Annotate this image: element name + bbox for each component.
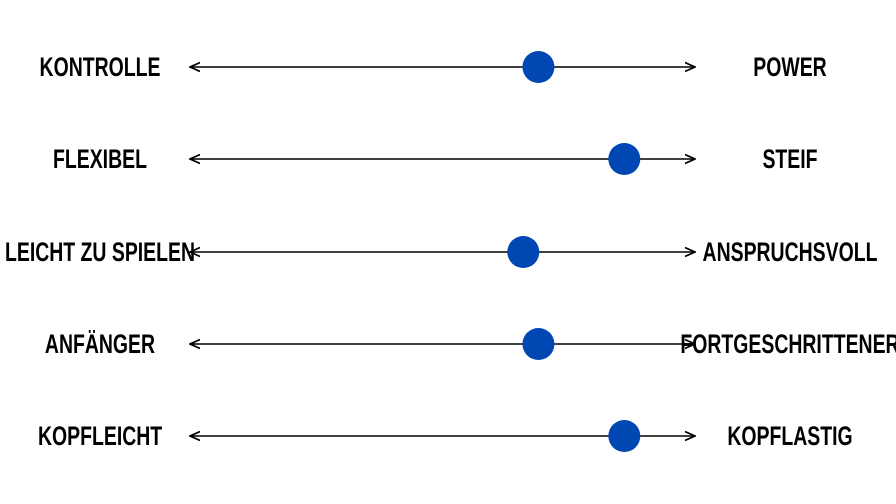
right-label: STEIF <box>762 144 817 174</box>
left-label: LEICHT ZU SPIELEN <box>5 237 195 267</box>
left-label: KOPFLEICHT <box>38 421 163 451</box>
slider-dot <box>608 143 641 175</box>
slider-dot <box>522 328 555 360</box>
slider-dot <box>507 236 540 268</box>
right-label: KOPFLASTIG <box>727 421 852 451</box>
left-label: FLEXIBEL <box>53 144 147 174</box>
left-label: ANFÄNGER <box>45 329 155 359</box>
right-label: POWER <box>753 52 826 82</box>
right-label: ANSPRUCHSVOLL <box>703 237 878 267</box>
slider-dot <box>608 420 641 452</box>
left-label: KONTROLLE <box>40 52 161 82</box>
slider-dot <box>522 51 555 83</box>
right-label: FORTGESCHRITTENER <box>680 329 896 359</box>
